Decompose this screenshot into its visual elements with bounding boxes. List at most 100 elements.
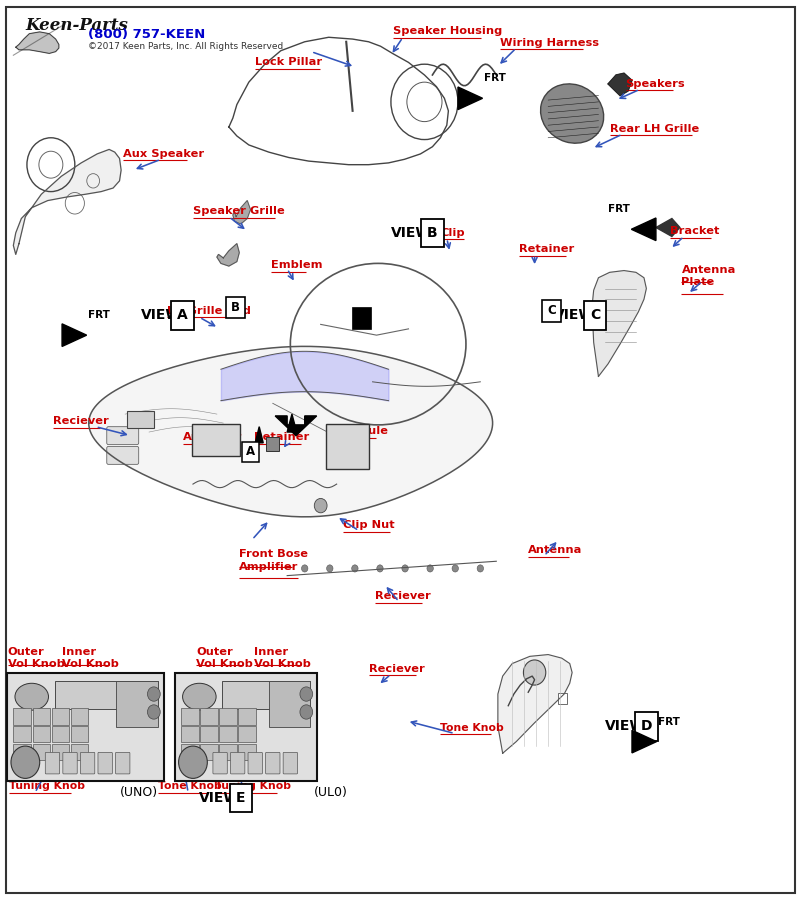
- FancyBboxPatch shape: [107, 427, 139, 445]
- Polygon shape: [217, 244, 239, 266]
- Text: Speaker Grille: Speaker Grille: [193, 206, 284, 216]
- Text: D: D: [641, 719, 652, 733]
- Polygon shape: [89, 346, 493, 517]
- Text: Inner
Vol Knob: Inner Vol Knob: [62, 647, 119, 670]
- Text: Aux Speaker: Aux Speaker: [123, 148, 203, 159]
- Text: Amplifier: Amplifier: [183, 432, 243, 443]
- Text: Antenna: Antenna: [528, 545, 582, 555]
- FancyBboxPatch shape: [115, 752, 130, 774]
- FancyBboxPatch shape: [352, 307, 371, 328]
- Polygon shape: [498, 654, 572, 753]
- FancyBboxPatch shape: [192, 424, 240, 456]
- FancyBboxPatch shape: [70, 708, 88, 725]
- FancyBboxPatch shape: [52, 708, 69, 725]
- Text: Speakers: Speakers: [626, 79, 685, 89]
- Text: Clip Nut: Clip Nut: [343, 520, 395, 530]
- FancyBboxPatch shape: [70, 726, 88, 742]
- Polygon shape: [631, 218, 656, 240]
- FancyBboxPatch shape: [33, 744, 50, 760]
- FancyBboxPatch shape: [127, 410, 154, 428]
- Circle shape: [147, 687, 160, 701]
- Circle shape: [427, 565, 433, 572]
- FancyBboxPatch shape: [219, 744, 237, 760]
- Text: Module: Module: [340, 427, 388, 436]
- Text: Antenna
Plate: Antenna Plate: [682, 265, 736, 287]
- Text: FRT: FRT: [88, 310, 110, 320]
- Ellipse shape: [15, 683, 49, 710]
- Circle shape: [352, 565, 358, 572]
- Text: VIEW: VIEW: [141, 309, 182, 322]
- FancyBboxPatch shape: [181, 708, 199, 725]
- Text: B: B: [427, 226, 437, 240]
- FancyBboxPatch shape: [70, 744, 88, 760]
- FancyBboxPatch shape: [175, 673, 316, 781]
- Polygon shape: [276, 416, 316, 436]
- Circle shape: [327, 565, 333, 572]
- Text: Tuning Knob: Tuning Knob: [10, 781, 86, 791]
- Circle shape: [301, 565, 308, 572]
- Circle shape: [11, 746, 40, 778]
- FancyBboxPatch shape: [98, 752, 112, 774]
- Text: ©2017 Keen Parts, Inc. All Rights Reserved: ©2017 Keen Parts, Inc. All Rights Reserv…: [87, 41, 283, 50]
- Text: Bracket: Bracket: [670, 226, 719, 236]
- Polygon shape: [14, 149, 121, 255]
- Text: (UL0): (UL0): [314, 787, 348, 799]
- FancyBboxPatch shape: [230, 784, 252, 813]
- FancyBboxPatch shape: [584, 302, 606, 329]
- Text: VIEW: VIEW: [199, 791, 240, 806]
- FancyBboxPatch shape: [171, 302, 194, 329]
- Ellipse shape: [541, 84, 604, 143]
- Text: A: A: [177, 309, 188, 322]
- Text: Reciever: Reciever: [54, 417, 109, 427]
- FancyBboxPatch shape: [219, 708, 237, 725]
- FancyBboxPatch shape: [219, 726, 237, 742]
- FancyBboxPatch shape: [239, 744, 256, 760]
- Circle shape: [300, 687, 312, 701]
- Text: (UNO): (UNO): [119, 787, 158, 799]
- Polygon shape: [656, 219, 680, 237]
- Text: A: A: [246, 446, 255, 458]
- Circle shape: [314, 499, 327, 513]
- Text: Clip: Clip: [441, 228, 465, 238]
- FancyBboxPatch shape: [231, 752, 245, 774]
- FancyBboxPatch shape: [223, 680, 310, 709]
- Text: Outer
Vol Knob: Outer Vol Knob: [8, 647, 65, 670]
- Polygon shape: [592, 271, 646, 376]
- Text: E: E: [236, 791, 246, 806]
- FancyBboxPatch shape: [14, 726, 31, 742]
- FancyBboxPatch shape: [14, 708, 31, 725]
- Text: LH Grille Red: LH Grille Red: [167, 306, 252, 316]
- Polygon shape: [287, 414, 296, 432]
- Polygon shape: [62, 324, 87, 346]
- FancyBboxPatch shape: [226, 297, 245, 318]
- Text: Emblem: Emblem: [272, 260, 323, 270]
- FancyBboxPatch shape: [62, 752, 77, 774]
- FancyBboxPatch shape: [421, 219, 444, 248]
- FancyBboxPatch shape: [107, 446, 139, 464]
- FancyBboxPatch shape: [80, 752, 95, 774]
- FancyBboxPatch shape: [266, 752, 280, 774]
- FancyBboxPatch shape: [33, 726, 50, 742]
- FancyBboxPatch shape: [116, 680, 158, 727]
- Text: (800) 757-KEEN: (800) 757-KEEN: [87, 28, 205, 41]
- Text: FRT: FRT: [658, 716, 679, 726]
- Text: VIEW: VIEW: [553, 309, 594, 322]
- FancyBboxPatch shape: [181, 726, 199, 742]
- Text: Inner
Vol Knob: Inner Vol Knob: [254, 647, 311, 670]
- Text: Outer
Vol Knob: Outer Vol Knob: [196, 647, 253, 670]
- FancyBboxPatch shape: [200, 744, 218, 760]
- FancyBboxPatch shape: [267, 436, 280, 451]
- Text: Tuning Knob: Tuning Knob: [215, 781, 292, 791]
- Text: Retainer: Retainer: [254, 432, 309, 443]
- Circle shape: [477, 565, 484, 572]
- FancyBboxPatch shape: [46, 752, 59, 774]
- Text: Keen-Parts: Keen-Parts: [26, 17, 128, 34]
- FancyBboxPatch shape: [213, 752, 227, 774]
- FancyBboxPatch shape: [242, 442, 260, 462]
- FancyBboxPatch shape: [635, 712, 658, 741]
- Text: Speaker Housing: Speaker Housing: [392, 26, 501, 36]
- Text: Retainer: Retainer: [518, 244, 574, 254]
- Text: FRT: FRT: [484, 73, 505, 83]
- Circle shape: [402, 565, 409, 572]
- Text: C: C: [590, 309, 601, 322]
